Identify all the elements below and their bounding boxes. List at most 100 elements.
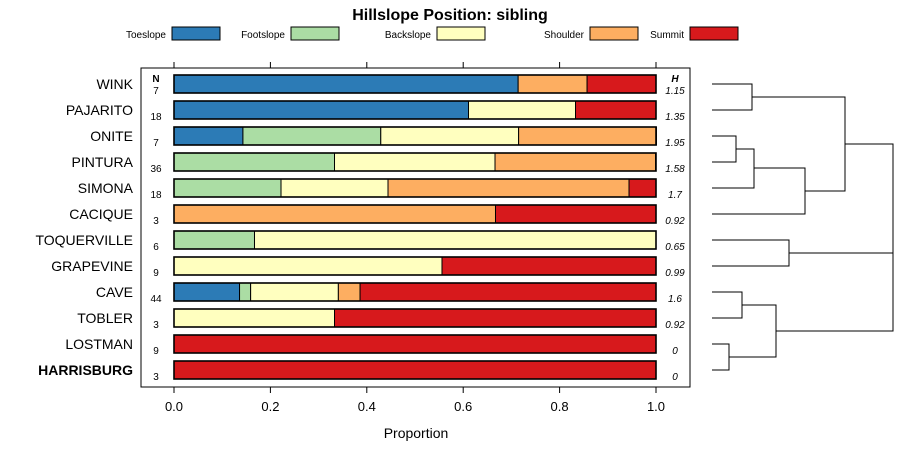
bar-segment-lostman-summit [173,334,657,354]
chart-title: Hillslope Position: sibling [352,7,548,24]
bar-segment-pintura-backslope [334,152,496,172]
n-value-tobler: 3 [153,320,159,331]
bar-outline-pintura [173,152,657,172]
bar-segment-tobler-summit [334,308,657,328]
h-value-harrisburg: 0 [672,372,678,383]
x-tick-label-2: 0.4 [358,399,376,414]
bar-segment-onite-shoulder [518,126,657,146]
h-value-simona: 1.7 [668,190,682,201]
bar-segment-harrisburg-summit [173,360,657,380]
bar-outline-wink [173,74,657,94]
h-value-cave: 1.6 [668,294,682,305]
n-value-cacique: 3 [153,216,159,227]
h-value-wink: 1.15 [665,86,685,97]
bar-segment-simona-summit [628,178,657,198]
row-label-harrisburg: HARRISBURG [38,362,133,378]
row-label-tobler: TOBLER [77,310,133,326]
bar-segment-pajarito-backslope [468,100,577,120]
x-tick-label-0: 0.0 [165,399,183,414]
n-value-pajarito: 18 [150,112,162,123]
bar-outline-simona [173,178,657,198]
x-tick-label-3: 0.6 [454,399,472,414]
row-label-cacique: CACIQUE [69,206,133,222]
row-label-pajarito: PAJARITO [66,102,133,118]
legend-label-shoulder: Shoulder [544,30,585,41]
legend-swatch-toeslope [171,26,221,41]
bar-outline-lostman [173,334,657,354]
bar-segment-onite-backslope [380,126,520,146]
plot-frame [140,67,691,388]
bar-outline-cacique [173,204,657,224]
bar-segment-cacique-summit [494,204,657,224]
x-tick-label-5: 1.0 [647,399,665,414]
legend-label-toeslope: Toeslope [126,30,166,41]
bar-segment-onite-footslope [242,126,382,146]
legend-swatch-footslope [290,26,340,41]
bar-outline-cave [173,282,657,302]
bar-segment-pintura-shoulder [494,152,657,172]
bar-segment-simona-shoulder [387,178,630,198]
h-value-grapevine: 0.99 [665,268,685,279]
legend-swatch-summit [689,26,739,41]
bar-segment-toquerville-footslope [173,230,255,250]
legend-label-footslope: Footslope [241,30,285,41]
row-label-wink: WINK [96,76,133,92]
bar-segment-simona-backslope [280,178,389,198]
x-axis-label: Proportion [384,425,449,441]
n-value-pintura: 36 [150,164,162,175]
bar-outline-tobler [173,308,657,328]
bar-segment-toquerville-backslope [253,230,657,250]
bar-segment-wink-toeslope [173,74,519,94]
legend-swatch-shoulder [589,26,639,41]
n-value-toquerville: 6 [153,242,159,253]
bar-segment-cave-footslope [239,282,252,302]
bar-segment-pajarito-toeslope [173,100,470,120]
bar-segment-cave-backslope [250,282,339,302]
bar-segment-cave-shoulder [337,282,361,302]
n-value-cave: 44 [150,294,162,305]
bar-segment-wink-shoulder [517,74,588,94]
row-label-lostman: LOSTMAN [65,336,133,352]
bar-segment-grapevine-summit [441,256,657,276]
bar-segment-simona-footslope [173,178,282,198]
h-value-tobler: 0.92 [665,320,685,331]
rows: WINK 7 1.15 PAJARITO 18 1.35 ONITE 7 1.95 PINTURA… [35,74,685,383]
h-value-onite: 1.95 [665,138,685,149]
bar-outline-grapevine [173,256,657,276]
n-value-onite: 7 [153,138,159,149]
n-value-grapevine: 9 [153,268,159,279]
h-value-pajarito: 1.35 [665,112,685,123]
dendrogram [712,83,894,371]
bar-outline-toquerville [173,230,657,250]
h-column-header: H [671,74,679,85]
bar-segment-grapevine-backslope [173,256,443,276]
n-value-lostman: 9 [153,346,159,357]
bar-segment-pintura-footslope [173,152,336,172]
legend-label-backslope: Backslope [385,30,432,41]
h-value-toquerville: 0.65 [665,242,685,253]
x-tick-label-1: 0.2 [261,399,279,414]
row-label-onite: ONITE [90,128,133,144]
h-value-cacique: 0.92 [665,216,685,227]
legend: Toeslope Footslope Backslope Shoulder Summit [126,26,739,41]
dendrogram-branch [776,252,894,332]
n-column-header: N [152,74,159,85]
row-label-cave: CAVE [96,284,133,300]
n-value-wink: 7 [153,86,159,97]
bar-segment-cave-summit [359,282,657,302]
bar-segment-tobler-backslope [173,308,336,328]
bar-outline-onite [173,126,657,146]
bar-segment-pajarito-summit [575,100,657,120]
n-value-harrisburg: 3 [153,372,159,383]
h-value-lostman: 0 [672,346,678,357]
legend-label-summit: Summit [650,30,684,41]
n-value-simona: 18 [150,190,162,201]
row-label-grapevine: GRAPEVINE [51,258,133,274]
bar-outline-pajarito [173,100,657,120]
h-value-pintura: 1.58 [665,164,685,175]
row-label-toquerville: TOQUERVILLE [35,232,133,248]
legend-swatch-backslope [436,26,486,41]
bar-segment-cacique-shoulder [173,204,496,224]
x-axis: 0.0 0.2 0.4 0.6 0.8 1.0 [165,62,665,414]
